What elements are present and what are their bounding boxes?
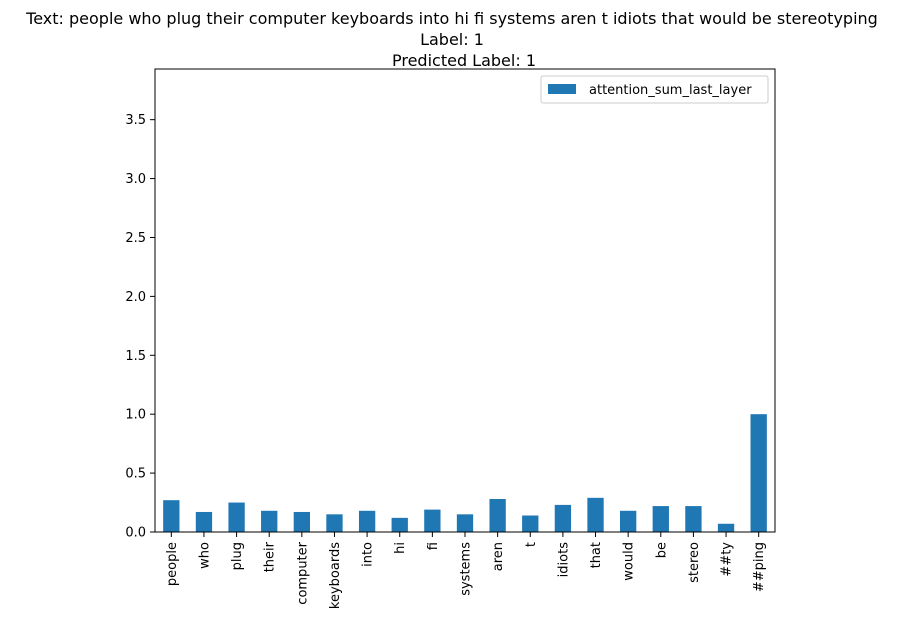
y-tick-label: 1.5 <box>125 349 146 364</box>
legend: attention_sum_last_layer <box>540 75 769 104</box>
bar-people <box>163 500 180 532</box>
bar-that <box>587 497 604 532</box>
y-tick-label: 2.0 <box>125 290 146 305</box>
bar-keyboards <box>326 514 343 532</box>
bar-be <box>652 506 669 532</box>
x-axis: people who plug their computer keyboards into h… <box>165 532 767 609</box>
x-tick-label: keyboards <box>328 542 343 609</box>
plot-area-frame <box>154 68 776 533</box>
y-tick-label: 1.0 <box>125 408 146 423</box>
bar-who <box>195 511 213 532</box>
chart-title-line-3: Predicted Label: 1 <box>392 51 536 70</box>
x-tick-label: t <box>524 542 539 547</box>
bar-systems <box>456 514 474 532</box>
bar-hi <box>391 517 408 532</box>
y-axis: 0.0 0.5 1.0 1.5 2.0 2.5 3.0 3.5 <box>125 113 155 541</box>
x-tick-label: plug <box>230 542 245 570</box>
bar-ping <box>750 414 767 532</box>
x-tick-label: stereo <box>687 542 702 583</box>
x-tick-label: aren <box>491 542 506 571</box>
bar-series <box>163 414 767 532</box>
x-tick-label: that <box>589 542 604 568</box>
chart-title-line-1: Text: people who plug their computer key… <box>25 9 878 28</box>
chart-title: Text: people who plug their computer key… <box>25 9 878 70</box>
y-tick-label: 3.0 <box>125 172 146 187</box>
x-tick-label: into <box>361 542 376 567</box>
bar-aren <box>489 499 506 532</box>
x-tick-label: ##ping <box>752 542 767 592</box>
bar-idiots <box>554 504 572 532</box>
y-tick-label: 0.5 <box>125 467 146 482</box>
bar-fi <box>424 509 441 532</box>
x-tick-label: ##ty <box>720 542 735 577</box>
y-tick-label: 0.0 <box>125 526 146 541</box>
bar-ty <box>717 523 735 532</box>
bar-stereo <box>685 506 702 532</box>
bar-would <box>620 510 637 532</box>
legend-swatch <box>548 84 576 94</box>
y-tick-label: 3.5 <box>125 113 146 128</box>
bar-plug <box>228 502 245 532</box>
bar-into <box>358 510 376 532</box>
x-tick-label: who <box>197 542 212 569</box>
x-tick-label: idiots <box>556 542 571 578</box>
bar-computer <box>293 511 310 532</box>
legend-label: attention_sum_last_layer <box>589 83 752 98</box>
legend-box <box>540 75 769 104</box>
x-tick-label: hi <box>393 542 408 554</box>
x-tick-label: fi <box>426 542 441 550</box>
x-tick-label: be <box>654 542 669 558</box>
y-tick-label: 2.5 <box>125 231 146 246</box>
x-tick-label: would <box>622 542 637 581</box>
x-tick-label: people <box>165 542 180 586</box>
bar-their <box>261 510 278 532</box>
bar-t <box>522 515 539 532</box>
x-tick-label: systems <box>459 542 474 596</box>
x-tick-label: computer <box>295 541 310 604</box>
chart-title-line-2: Label: 1 <box>420 30 484 49</box>
x-tick-label: their <box>263 541 278 572</box>
